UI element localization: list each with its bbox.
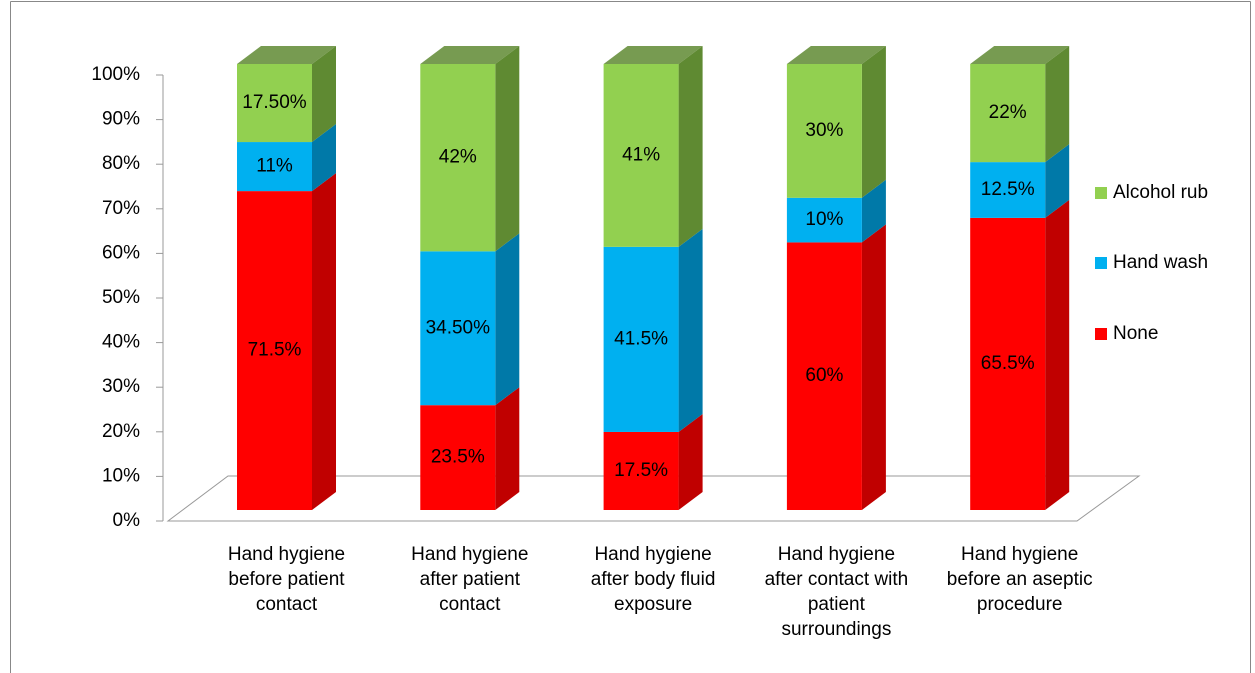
bar-side	[861, 179, 886, 243]
data-label: 22%	[989, 102, 1027, 123]
bar	[420, 64, 496, 252]
legend-label: None	[1113, 323, 1158, 344]
bar-side	[1045, 46, 1070, 163]
bar-top	[420, 46, 520, 64]
bar-side	[495, 387, 520, 510]
bar-side	[312, 173, 336, 511]
y-tick-label: 70%	[102, 198, 140, 219]
y-tick-label: 10%	[102, 465, 140, 486]
bar-side	[861, 224, 886, 510]
bar	[420, 251, 496, 406]
data-label: 23.5%	[431, 447, 485, 468]
y-tick-label: 100%	[91, 64, 140, 85]
x-tick-label-box: Hand hygiene after contact with patient …	[764, 544, 909, 640]
bar	[603, 431, 679, 510]
x-tick-label: Hand hygiene after body fluid exposure	[590, 544, 716, 615]
x-tick-label-box: Hand hygiene after body fluid exposure	[590, 544, 716, 615]
y-tick-label: 90%	[102, 109, 140, 130]
data-label: 12.5%	[981, 179, 1035, 200]
bar-side	[495, 233, 520, 406]
data-label: 30%	[805, 120, 843, 141]
bar-side	[495, 46, 520, 252]
bar-top	[970, 46, 1070, 64]
legend-label: Hand wash	[1113, 252, 1208, 273]
data-label: 10%	[805, 209, 843, 230]
x-tick-label: Hand hygiene before an aseptic procedure	[946, 544, 1093, 615]
bar	[970, 162, 1046, 218]
legend-label: Alcohol rub	[1113, 182, 1208, 203]
data-label: 60%	[805, 365, 843, 386]
bar-top	[786, 46, 886, 64]
bar-top	[237, 46, 336, 64]
bar-side	[678, 413, 703, 510]
bar	[237, 142, 312, 192]
bar	[786, 197, 862, 243]
y-tick-label: 30%	[102, 376, 140, 397]
legend-swatch	[1095, 257, 1107, 269]
data-label: 65.5%	[981, 353, 1035, 374]
y-tick-label: 40%	[102, 332, 140, 353]
bar	[603, 246, 679, 432]
y-tick-label: 50%	[102, 287, 140, 308]
y-tick-label: 80%	[102, 153, 140, 174]
bar-side	[1045, 199, 1070, 510]
bar	[603, 64, 679, 247]
x-tick-label-box: Hand hygiene before patient contact	[227, 544, 346, 615]
bar	[237, 64, 312, 143]
data-label: 17.50%	[242, 92, 307, 113]
bar	[786, 64, 862, 198]
bar	[420, 405, 496, 510]
bar-side	[861, 46, 886, 198]
bar-side	[312, 46, 336, 143]
bar-side	[1045, 144, 1070, 218]
bar	[970, 64, 1046, 163]
bar	[786, 242, 862, 510]
legend-swatch	[1095, 328, 1107, 340]
x-tick-label-box: Hand hygiene after patient contact	[411, 544, 529, 615]
y-tick-label: 60%	[102, 242, 140, 263]
data-label: 71.5%	[248, 340, 302, 361]
bar-top	[603, 46, 703, 64]
x-tick-label: Hand hygiene before patient contact	[227, 544, 346, 615]
bar-side	[312, 124, 336, 192]
data-label: 17.5%	[614, 460, 668, 481]
bar	[237, 191, 312, 511]
bar-side	[678, 228, 703, 432]
y-tick-label: 20%	[102, 421, 140, 442]
data-label: 42%	[439, 147, 477, 168]
x-tick-label: Hand hygiene after patient contact	[411, 544, 529, 615]
y-tick-label: 0%	[113, 510, 141, 531]
x-tick-label-box: Hand hygiene before an aseptic procedure	[946, 544, 1093, 615]
x-tick-label: Hand hygiene after contact with patient …	[764, 544, 909, 640]
bar	[970, 217, 1046, 510]
data-label: 11%	[256, 156, 293, 177]
data-label: 41%	[622, 144, 660, 165]
bar-side	[678, 46, 703, 247]
floor	[166, 475, 1141, 522]
data-label: 41.5%	[614, 328, 668, 349]
data-label: 34.50%	[426, 317, 491, 338]
legend-swatch	[1095, 187, 1107, 199]
